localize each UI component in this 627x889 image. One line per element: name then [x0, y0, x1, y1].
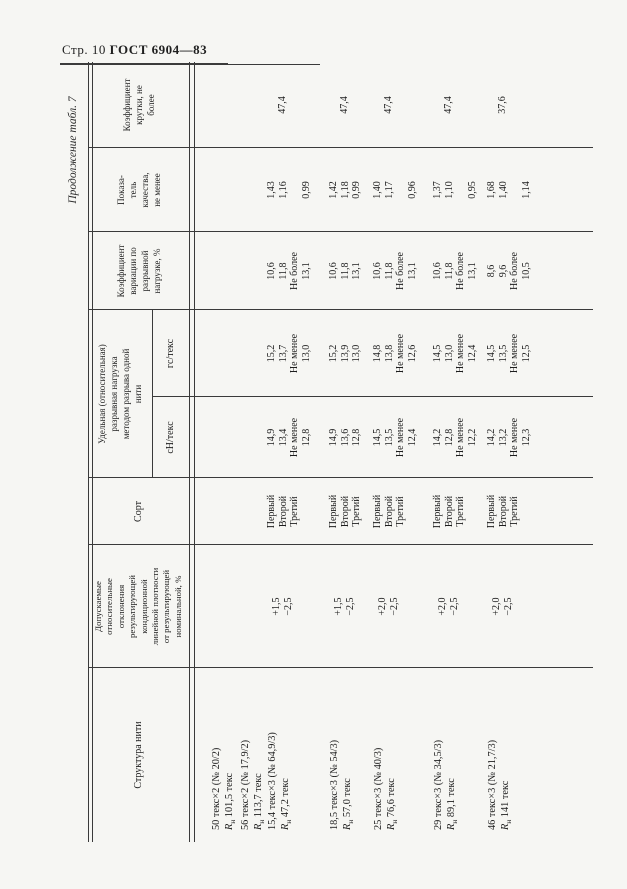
header-quality: Показа-тель качества, не менее: [115, 172, 162, 208]
cell-deviation: +1,5 −2,5: [333, 597, 356, 616]
header-load-cn: сН/текс: [164, 421, 176, 454]
cell-deviation: +2,0 −2,5: [491, 597, 514, 616]
cell-load-cn: 14,9 13,4 Не менее 12,8: [266, 417, 312, 458]
header-twist: Коэффициент крутки, не более: [121, 78, 156, 132]
cell-load-cn: 14,2 12,8 Не менее 12,2: [432, 417, 478, 458]
cell-sort: Первый Второй Третий: [486, 494, 521, 529]
cell-load-gs: 14,5 13,5 Не менее 12,5: [486, 333, 532, 374]
table-reading-view: Структура нити Допускаемые относительные о…: [88, 62, 593, 842]
cell-structure: 46 текс×3 (№ 21,7/3) Rн 141 текс: [487, 739, 514, 830]
page-header: Стр. 10 ГОСТ 6904—83: [62, 42, 207, 58]
cell-structure: 18,5 текс×3 (№ 54/3) Rн 57,0 текс: [329, 739, 356, 830]
rotated-table: Структура нити Допускаемые относительные о…: [88, 62, 593, 842]
cell-variation: 10,6 11,8 13,1: [328, 262, 363, 280]
cell-sort: Первый Второй Третий: [432, 494, 467, 529]
cell-twist: [210, 62, 221, 148]
cell-quality: 1,42 1,18 0,99: [328, 181, 363, 199]
cell-load-gs: 15,2 13,7 Не менее 13,0: [266, 333, 312, 374]
cell-load-gs: 14,5 13,0 Не менее 12,4: [432, 333, 478, 374]
header-load: Удельная (относительная) разрывная нагруз…: [97, 344, 143, 444]
cell-variation: 8,6 9,6 Не более 10,5: [486, 252, 532, 290]
cell-deviation: +2,0 −2,5: [377, 597, 400, 616]
header-variation: Коэффициент вариации по разрывной нагрузке,…: [115, 244, 162, 298]
cell-load-cn: 14,5 13,5 Не менее 12,4: [372, 417, 418, 458]
cell-sort: Первый Второй Третий: [328, 494, 363, 529]
cell-twist: 47,4: [383, 96, 394, 114]
header-load-gs: гс/текс: [164, 338, 176, 369]
cell-sort: Первый Второй Третий: [266, 494, 301, 529]
header-separator-1: [189, 62, 190, 842]
cell-structure: 29 текс×3 (№ 34,5/3) Rн 89,1 текс: [433, 739, 460, 830]
header-structure: Структура нити: [132, 721, 144, 789]
header-deviation: Допускаемые относительные отклонения резуль…: [92, 567, 183, 646]
gost-number: ГОСТ 6904—83: [109, 42, 208, 57]
cell-twist: 47,4: [277, 96, 288, 114]
table-continuation-label: Продолжение табл. 7: [67, 96, 79, 204]
cell-structure: 25 текс×3 (№ 40/3) Rн 76,6 текс: [373, 747, 400, 830]
cell-quality: 1,43 1,16 0,99: [266, 181, 312, 199]
cell-load-cn: 14,2 13,2 Не менее 12,3: [486, 417, 532, 458]
cell-quality: 1,68 1,40 1,14: [486, 181, 532, 199]
page-number: Стр. 10: [62, 42, 106, 57]
cell-load-cn: 14,9 13,6 12,8: [328, 428, 363, 447]
cell-load-gs: 15,2 13,9 13,0: [328, 344, 363, 363]
cell-twist: 47,4: [443, 96, 454, 114]
cell-deviation: +1,5 −2,5: [271, 597, 294, 616]
cell-sort: Первый Второй Третий: [372, 494, 407, 529]
cell-variation: 10,6 11,8 Не более 13,1: [432, 252, 478, 290]
cell-twist: 37,6: [497, 96, 508, 114]
cell-variation: 10,6 11,8 Не более 13,1: [266, 252, 312, 290]
cell-twist: 47,4: [339, 96, 350, 114]
cell-deviation: [210, 545, 215, 668]
cell-deviation: +2,0 −2,5: [437, 597, 460, 616]
header-separator-2: [194, 62, 195, 842]
cell-quality: 1,37 1,10 0,95: [432, 181, 478, 199]
cell-structure: 50 текс×2 (№ 20/2) Rн 101,5 текс 56 текс×2…: [211, 739, 267, 830]
header-sort: Сорт: [132, 501, 144, 522]
cell-structure: 15,4 текс×3 (№ 64,9/3) Rн 47,2 текс: [267, 732, 294, 830]
cell-quality: 1,40 1,17 0,96: [372, 181, 418, 199]
cell-variation: 10,6 11,8 Не более 13,1: [372, 252, 418, 290]
cell-load-gs: 14,8 13,8 Не менее 12,6: [372, 333, 418, 374]
